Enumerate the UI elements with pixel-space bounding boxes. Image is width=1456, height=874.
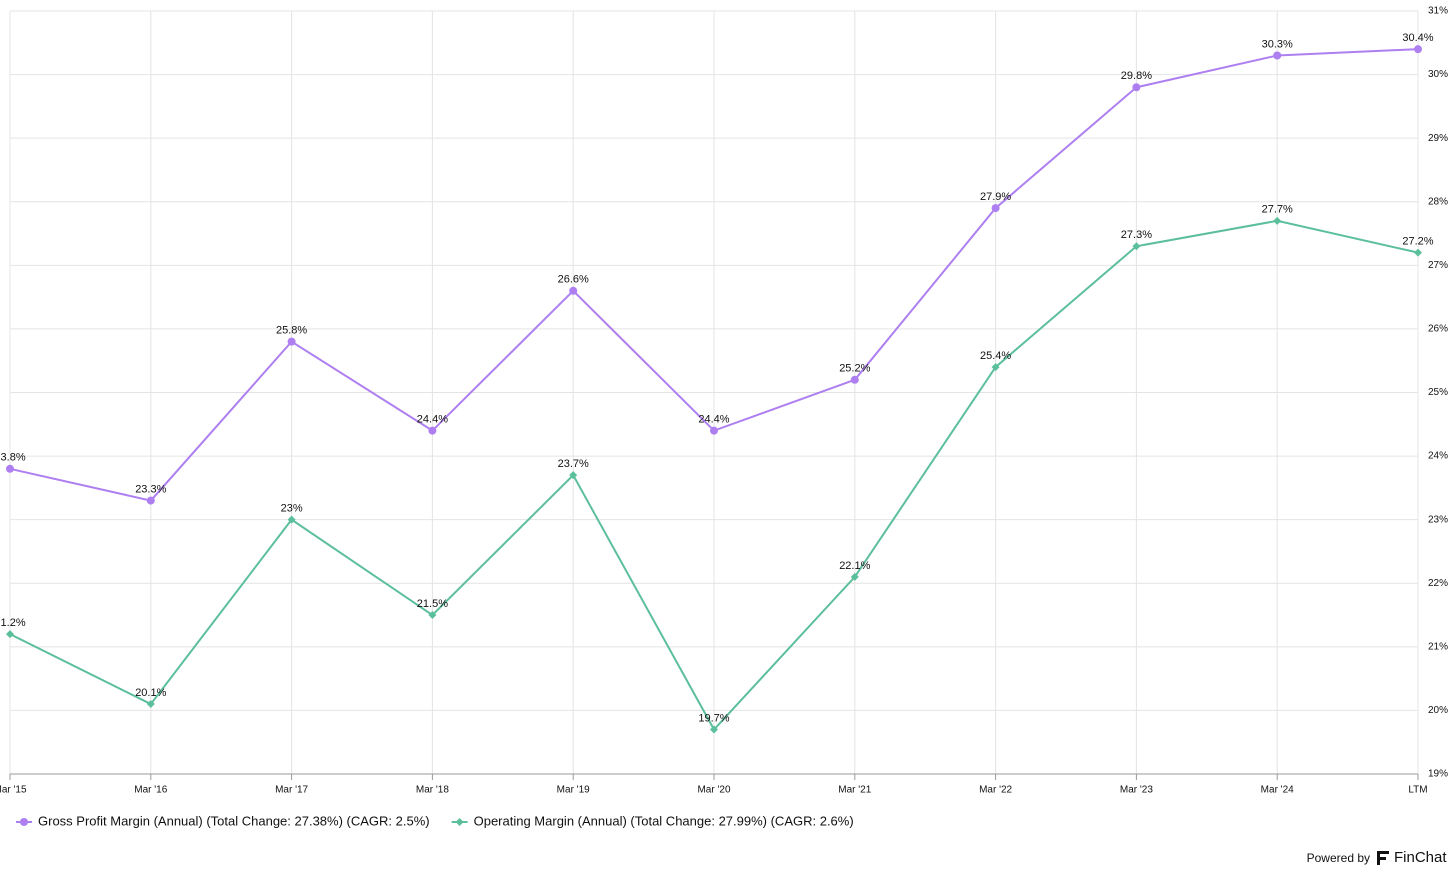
data-point bbox=[1414, 45, 1422, 54]
data-label: 24.4% bbox=[698, 414, 729, 426]
y-tick-label: 25% bbox=[1428, 387, 1448, 398]
brand-name: FinChat bbox=[1394, 849, 1447, 866]
brand-logo bbox=[1377, 851, 1389, 865]
data-label: 22.1% bbox=[839, 560, 870, 572]
data-label: 25.2% bbox=[839, 363, 870, 375]
data-point bbox=[287, 515, 296, 524]
data-point bbox=[428, 611, 437, 620]
data-label: 27.7% bbox=[1262, 204, 1293, 216]
data-label: 23% bbox=[281, 503, 303, 515]
x-tick-label: Mar '24 bbox=[1261, 785, 1294, 796]
data-point bbox=[850, 572, 859, 581]
data-point bbox=[146, 496, 155, 505]
x-tick-label: Mar '22 bbox=[979, 785, 1012, 796]
data-label: 27.2% bbox=[1402, 236, 1433, 248]
data-label: 23.8% bbox=[0, 452, 26, 464]
legend-label: Operating Margin (Annual) (Total Change:… bbox=[474, 813, 854, 828]
data-label: 27.9% bbox=[980, 191, 1011, 203]
data-point bbox=[6, 464, 14, 473]
x-tick-label: Mar '23 bbox=[1120, 785, 1153, 796]
data-label: 25.8% bbox=[276, 325, 307, 337]
data-label: 27.3% bbox=[1121, 229, 1152, 241]
y-tick-label: 21% bbox=[1428, 641, 1448, 652]
x-tick-label: Mar '15 bbox=[0, 785, 27, 796]
powered-by: Powered by bbox=[1307, 851, 1370, 865]
data-point bbox=[1132, 83, 1141, 92]
data-label: 26.6% bbox=[558, 274, 589, 286]
x-tick-label: Mar '17 bbox=[275, 785, 308, 796]
y-tick-label: 29% bbox=[1428, 133, 1448, 144]
data-label: 20.1% bbox=[135, 687, 166, 699]
data-point bbox=[146, 700, 155, 709]
data-point bbox=[850, 375, 859, 384]
x-tick-label: Mar '20 bbox=[697, 785, 730, 796]
data-point bbox=[428, 426, 437, 435]
y-tick-label: 24% bbox=[1428, 451, 1448, 462]
y-tick-label: 31% bbox=[1428, 6, 1448, 17]
legend-label: Gross Profit Margin (Annual) (Total Chan… bbox=[38, 813, 430, 828]
legend-marker bbox=[455, 818, 464, 826]
x-tick-label: LTM bbox=[1408, 785, 1427, 796]
data-label: 29.8% bbox=[1121, 70, 1152, 82]
data-point bbox=[710, 725, 718, 734]
y-tick-label: 22% bbox=[1428, 578, 1448, 589]
data-point bbox=[569, 471, 578, 480]
data-label: 21.2% bbox=[0, 617, 26, 629]
data-label: 21.5% bbox=[417, 598, 448, 610]
x-tick-label: Mar '21 bbox=[838, 785, 871, 796]
data-label: 23.3% bbox=[135, 483, 166, 495]
data-label: 30.3% bbox=[1262, 38, 1293, 50]
data-point bbox=[569, 286, 578, 295]
data-label: 30.4% bbox=[1402, 32, 1433, 44]
data-point bbox=[1132, 242, 1141, 251]
data-point bbox=[6, 630, 14, 639]
y-tick-label: 27% bbox=[1428, 260, 1448, 271]
data-point bbox=[710, 426, 718, 435]
data-label: 19.7% bbox=[698, 712, 729, 724]
data-point bbox=[1414, 248, 1422, 257]
x-tick-label: Mar '19 bbox=[557, 785, 590, 796]
data-label: 25.4% bbox=[980, 350, 1011, 362]
y-tick-label: 26% bbox=[1428, 324, 1448, 335]
x-tick-label: Mar '16 bbox=[134, 785, 167, 796]
x-tick-label: Mar '18 bbox=[416, 785, 449, 796]
y-tick-label: 19% bbox=[1428, 769, 1448, 780]
data-point bbox=[991, 363, 1000, 372]
legend-marker bbox=[20, 818, 28, 826]
data-point bbox=[1273, 51, 1282, 60]
data-point bbox=[1273, 216, 1282, 225]
data-point bbox=[991, 204, 1000, 213]
y-tick-label: 30% bbox=[1428, 69, 1448, 80]
y-tick-label: 20% bbox=[1428, 705, 1448, 716]
data-point bbox=[287, 337, 296, 346]
data-label: 24.4% bbox=[417, 414, 448, 426]
data-label: 23.7% bbox=[558, 458, 589, 470]
y-tick-label: 23% bbox=[1428, 514, 1448, 525]
y-tick-label: 28% bbox=[1428, 196, 1448, 207]
